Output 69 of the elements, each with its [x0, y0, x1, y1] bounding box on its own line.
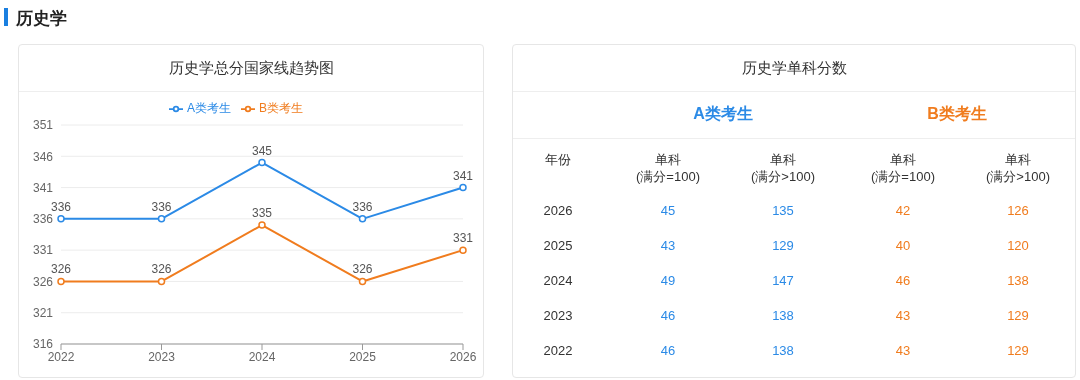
- data-label: 135: [771, 203, 795, 218]
- text: 历史学: [16, 8, 67, 30]
- data-label: 326: [352, 262, 373, 277]
- y-tick-label: 346: [32, 149, 54, 164]
- data-label: 326: [50, 262, 72, 277]
- data-label: 341: [452, 168, 474, 183]
- y-tick-label: 341: [32, 180, 54, 195]
- data-label: 129: [1006, 308, 1030, 323]
- data-label: 46: [894, 273, 912, 288]
- data-label: 345: [251, 143, 273, 158]
- point: [57, 215, 65, 223]
- data-label: 335: [251, 206, 273, 221]
- data-label: 326: [151, 262, 172, 277]
- x-tick-label: 2022: [47, 349, 75, 364]
- data-label: 45: [659, 203, 677, 218]
- data-label: 43: [894, 343, 912, 358]
- data-label: 129: [771, 238, 795, 253]
- x-tick-label: 单科 (满分>100): [750, 151, 816, 185]
- data-label: 331: [452, 231, 474, 246]
- data-label: 138: [1006, 273, 1030, 288]
- data-label: 147: [771, 273, 795, 288]
- y-tick-label: 351: [32, 118, 54, 133]
- point: [358, 215, 367, 223]
- point: [459, 183, 467, 192]
- data-label: 43: [659, 238, 677, 253]
- point: [258, 221, 266, 229]
- y-tick-label: 2023: [542, 308, 574, 323]
- data-label: 40: [894, 238, 912, 253]
- point: [459, 246, 467, 254]
- data-label: 336: [352, 199, 373, 214]
- text: A类考生: [692, 104, 754, 124]
- text: B类考生: [926, 104, 988, 124]
- point: [157, 277, 166, 286]
- y-tick-label: 2025: [542, 238, 574, 253]
- y-tick-label: 331: [32, 243, 54, 258]
- y-tick-label: 2024: [542, 273, 574, 288]
- x-tick-label: 单科 (满分>100): [985, 151, 1051, 185]
- point: [258, 158, 266, 167]
- x-tick-label: 2025: [349, 349, 377, 364]
- data-label: 120: [1006, 238, 1030, 253]
- chart-title: 历史学单科分数: [513, 45, 1075, 92]
- data-label: 46: [659, 343, 677, 358]
- legend-label: A类考生: [186, 101, 231, 115]
- data-label: 336: [50, 199, 72, 214]
- x-tick-label: 2023: [148, 349, 176, 364]
- data-label: 42: [894, 203, 912, 218]
- y-axis-title: 年份: [544, 151, 572, 168]
- y-tick-label: 316: [32, 337, 54, 352]
- data-label: 138: [771, 308, 795, 323]
- data-label: 126: [1006, 203, 1030, 218]
- x-tick-label: 单科 (满分=100): [635, 151, 701, 185]
- y-tick-label: 321: [32, 305, 54, 320]
- y-tick-label: 2026: [542, 203, 574, 218]
- x-tick-label: 单科 (满分=100): [870, 151, 936, 185]
- chart-title: 历史学总分国家线趋势图: [19, 45, 483, 92]
- x-tick-label: 2024: [248, 349, 276, 364]
- data-label: 46: [659, 308, 677, 323]
- x-tick-label: 2026: [449, 349, 477, 364]
- data-label: 336: [151, 199, 172, 214]
- data-label: 43: [894, 308, 912, 323]
- data-label: 49: [659, 273, 677, 288]
- y-tick-label: 336: [32, 212, 54, 227]
- point: [57, 277, 65, 286]
- point: [358, 277, 367, 286]
- y-tick-label: 326: [32, 274, 54, 289]
- data-label: 129: [1006, 343, 1030, 358]
- data-label: 138: [771, 343, 795, 358]
- legend-label: B类考生: [259, 101, 304, 115]
- point: [157, 215, 166, 223]
